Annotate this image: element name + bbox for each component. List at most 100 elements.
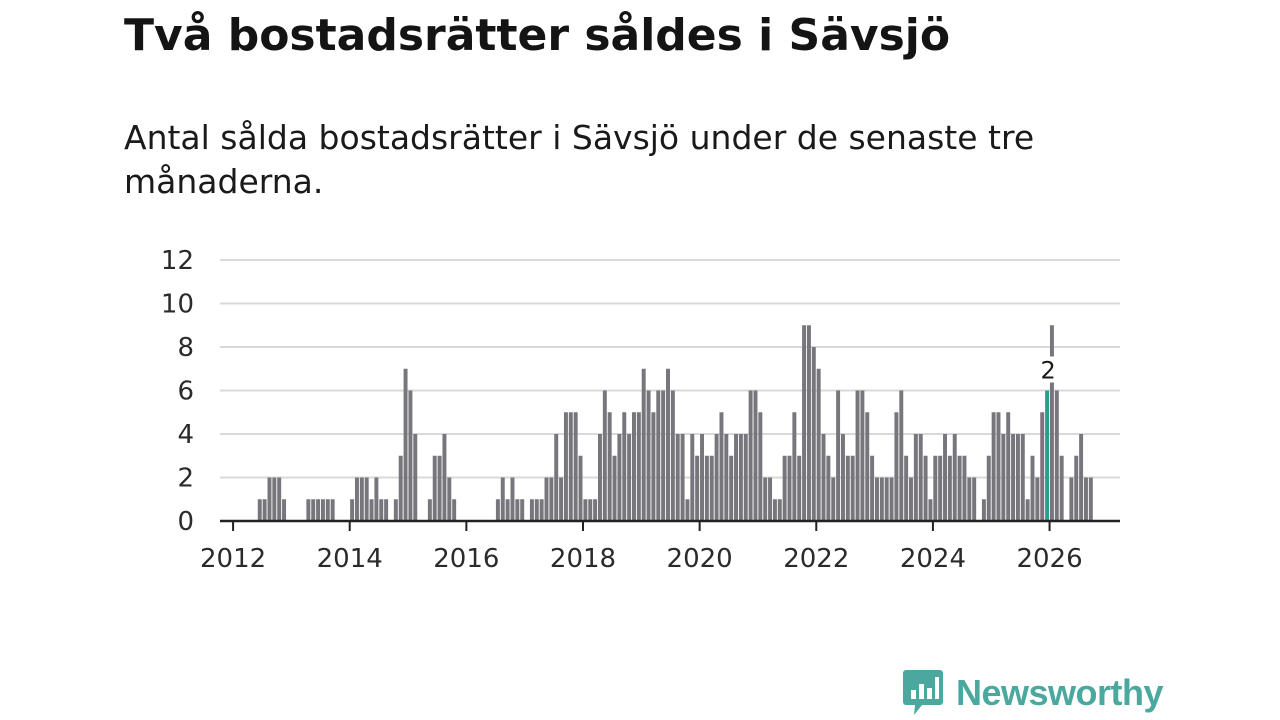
bar: [986, 455, 991, 521]
bar: [452, 499, 457, 521]
x-tick-label: 2022: [783, 544, 849, 574]
chart-subtitle: Antal sålda bostadsrätter i Sävsjö under…: [124, 118, 1035, 201]
bar: [568, 412, 573, 521]
bar: [632, 412, 636, 521]
bar: [432, 455, 437, 521]
grid-lines: [220, 259, 1120, 479]
bar: [534, 499, 539, 521]
bar: [563, 412, 568, 521]
bar: [350, 499, 355, 521]
bar: [403, 368, 408, 521]
bar: [1088, 477, 1093, 521]
bar: [690, 434, 695, 521]
bar: [646, 390, 651, 521]
bar: [870, 455, 875, 521]
newsworthy-icon: [903, 670, 943, 715]
bars: [257, 325, 1093, 521]
bar: [894, 412, 899, 521]
bar: [1079, 434, 1084, 521]
bar: [675, 434, 680, 521]
bar: [393, 499, 398, 521]
bar: [763, 477, 768, 521]
bar: [1030, 455, 1035, 521]
x-tick-label: 2018: [550, 544, 616, 574]
bar: [330, 499, 335, 521]
bar: [539, 499, 544, 521]
y-tick-label: 12: [161, 246, 194, 276]
bar: [714, 434, 719, 521]
bar: [816, 368, 821, 521]
bar: [1020, 434, 1025, 521]
bar: [320, 499, 325, 521]
bar: [354, 477, 359, 521]
bar: [850, 455, 855, 521]
bar: [559, 477, 564, 521]
y-tick-label: 6: [177, 377, 194, 407]
y-tick-label: 2: [177, 464, 194, 494]
bar: [442, 434, 447, 521]
bar: [753, 390, 758, 521]
bar: [821, 434, 826, 521]
bar: [826, 455, 831, 521]
bar: [437, 455, 442, 521]
bar: [879, 477, 884, 521]
bar: [738, 434, 743, 521]
bar: [845, 455, 850, 521]
bar: [1083, 477, 1088, 521]
bar: [772, 499, 777, 521]
bar: [1025, 499, 1030, 521]
bar: [734, 434, 739, 521]
bar: [748, 390, 753, 521]
bar: [889, 477, 894, 521]
bar: [802, 325, 807, 521]
bar: [408, 390, 413, 521]
bar: [544, 477, 549, 521]
x-tick-label: 2016: [433, 544, 499, 574]
bar: [670, 390, 675, 521]
bar: [943, 434, 947, 521]
bar: [797, 455, 802, 521]
bar: [617, 434, 622, 521]
bar: [792, 412, 797, 521]
bar: [651, 412, 656, 521]
bar: [549, 477, 554, 521]
bar: [918, 434, 923, 521]
y-tick-label: 10: [161, 290, 194, 320]
bar: [384, 499, 389, 521]
bar: [554, 434, 559, 521]
bar: [913, 434, 918, 521]
bar: [855, 390, 860, 521]
bar: [520, 499, 525, 521]
bar: [257, 499, 262, 521]
brand-name: Newsworthy: [956, 672, 1164, 713]
bar: [743, 434, 748, 521]
bar: [612, 455, 617, 521]
bar: [627, 434, 632, 521]
y-tick-label: 0: [177, 507, 194, 537]
x-tick-label: 2012: [200, 544, 266, 574]
bar: [510, 477, 515, 521]
bar: [909, 477, 913, 521]
bar: [272, 477, 277, 521]
bar: [777, 499, 782, 521]
bar: [865, 412, 870, 521]
bar: [957, 455, 962, 521]
bar: [325, 499, 330, 521]
bar: [991, 412, 996, 521]
newsworthy-logo[interactable]: Newsworthy: [902, 668, 1164, 718]
bar: [933, 455, 938, 521]
bar: [1011, 434, 1016, 521]
x-tick-label: 2024: [900, 544, 966, 574]
bar: [1059, 455, 1064, 521]
bar: [622, 412, 627, 521]
bar: [359, 477, 364, 521]
bar: [981, 499, 986, 521]
bar: [1049, 325, 1054, 521]
bar: [495, 499, 500, 521]
bar: [1015, 434, 1020, 521]
bar: [1054, 390, 1059, 521]
bar: [661, 390, 666, 521]
bar: [588, 499, 593, 521]
bar: [447, 477, 452, 521]
bar: [641, 368, 646, 521]
